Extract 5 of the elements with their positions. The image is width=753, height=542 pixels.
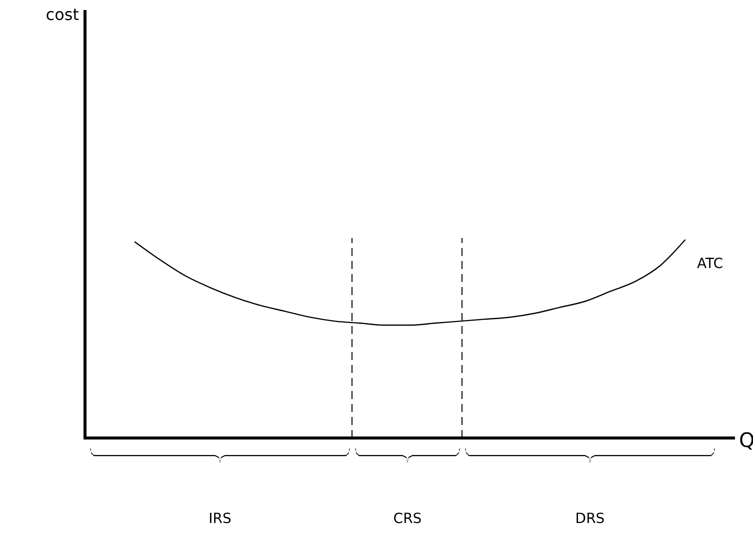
text: cost [46,5,79,24]
text: CRS [393,511,422,527]
text: DRS [575,511,605,527]
series-label: ATC [697,256,724,272]
text: IRS [208,511,232,527]
